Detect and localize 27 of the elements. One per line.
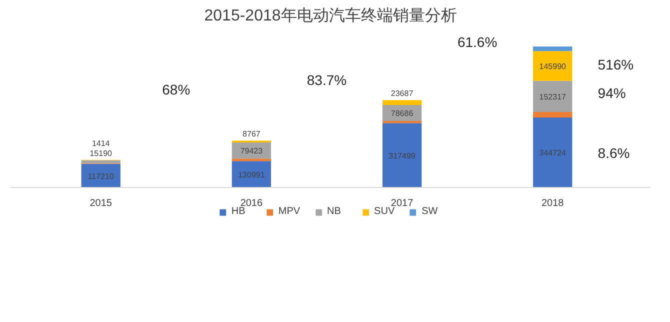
data-label: 117210 xyxy=(88,172,114,181)
annotation: 61.6% xyxy=(457,34,498,50)
x-tick-label: 2018 xyxy=(541,198,564,209)
data-label: 317499 xyxy=(388,151,416,160)
data-label: 152317 xyxy=(539,92,567,102)
legend-label: NB xyxy=(327,206,342,217)
x-tick-label: 2015 xyxy=(90,198,112,209)
legend-label: HB xyxy=(231,206,246,217)
chart-title: 2015-2018年电动汽车终端销量分析 xyxy=(204,6,457,24)
data-label: 8767 xyxy=(242,130,261,139)
legend-label: SW xyxy=(422,206,439,217)
annotation: 8.6% xyxy=(598,145,630,161)
data-label: 78686 xyxy=(390,109,414,118)
data-label: 1414 xyxy=(92,138,110,148)
data-label: 23687 xyxy=(390,89,414,98)
annotation: 68% xyxy=(162,82,190,98)
data-label: 15190 xyxy=(90,148,113,158)
data-label: 344724 xyxy=(539,148,567,158)
annotation: 94% xyxy=(598,84,626,101)
data-label: 79423 xyxy=(240,146,264,156)
annotation: 83.7% xyxy=(306,72,347,88)
annotation: 516% xyxy=(598,56,634,72)
legend-label: SUV xyxy=(374,206,395,217)
legend-label: MPV xyxy=(278,206,300,217)
x-tick-label: 2017 xyxy=(390,198,414,209)
data-label: 130991 xyxy=(238,170,266,180)
data-label: 145990 xyxy=(539,62,567,72)
